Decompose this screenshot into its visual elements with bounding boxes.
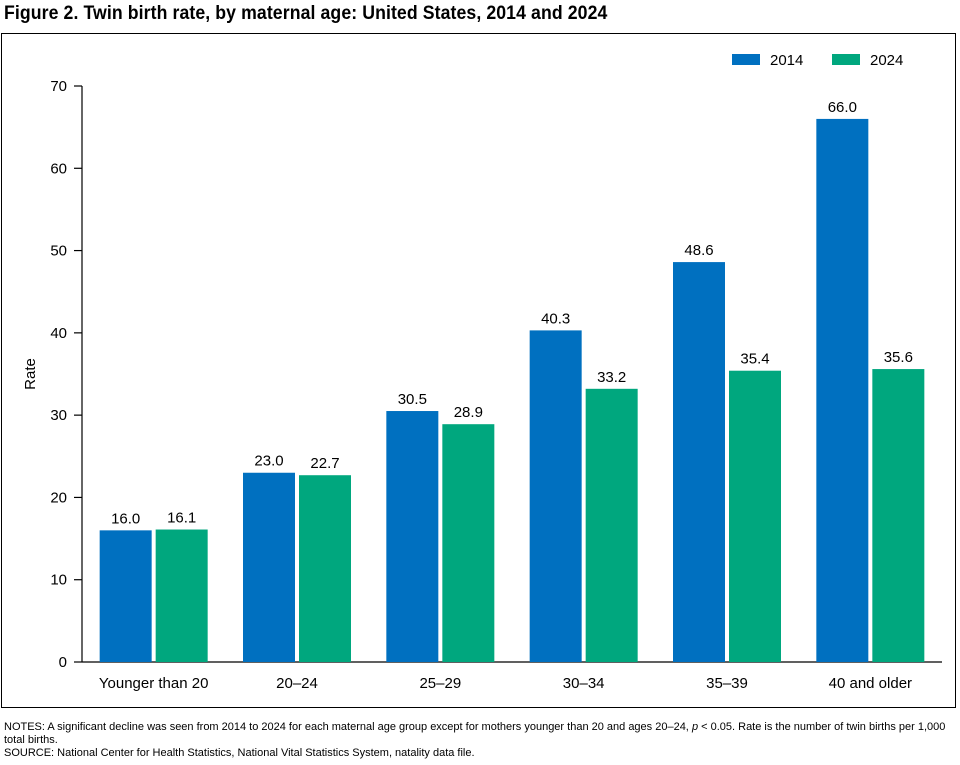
- legend-label-2024: 2024: [870, 52, 903, 69]
- bar-chart: 0 10 20 30 40 50 60 70 Rate 16.0 16.1 Younger than …: [22, 52, 942, 692]
- figure-title: Figure 2. Twin birth rate, by maternal a…: [4, 3, 608, 24]
- notes-suffix: < 0.05. Rate is the number of twin birth…: [4, 721, 946, 746]
- notes-p-symbol: p: [691, 721, 699, 733]
- bar-2014: [673, 262, 725, 662]
- bar-2024: [155, 529, 208, 662]
- x-category-label: 25–29: [419, 675, 461, 692]
- data-label-2024: 28.9: [454, 404, 483, 421]
- notes-section: NOTES: A significant decline was seen fr…: [4, 721, 954, 760]
- legend-swatch-2014: [732, 54, 760, 65]
- bar-2014: [243, 472, 295, 662]
- data-label-2014: 30.5: [398, 391, 427, 408]
- y-tick-label: 0: [59, 654, 67, 671]
- x-category-label: Younger than 20: [99, 675, 209, 692]
- notes-prefix: NOTES: A significant decline was seen fr…: [4, 721, 692, 733]
- x-category-label: 30–34: [563, 675, 605, 692]
- data-label-2014: 40.3: [541, 310, 570, 327]
- bar-2014: [386, 411, 439, 662]
- notes-text: NOTES: A significant decline was seen fr…: [4, 721, 954, 747]
- y-tick-label: 10: [50, 572, 67, 589]
- x-category-label: 35–39: [706, 675, 748, 692]
- chart-panel: 0 10 20 30 40 50 60 70 Rate 16.0 16.1 Younger than …: [1, 33, 956, 708]
- bar-2024: [872, 369, 925, 662]
- source-text: SOURCE: National Center for Health Stati…: [4, 747, 475, 759]
- y-tick-label: 50: [50, 243, 67, 260]
- data-label-2014: 23.0: [254, 453, 283, 470]
- y-axis-title: Rate: [22, 358, 39, 390]
- data-label-2024: 16.1: [167, 510, 196, 527]
- bar-2014: [529, 330, 582, 662]
- bar-2024: [442, 424, 495, 662]
- data-label-2014: 48.6: [684, 242, 713, 259]
- bar-2024: [585, 388, 638, 662]
- y-tick-label: 60: [50, 160, 67, 177]
- legend-swatch-2024: [832, 54, 860, 65]
- data-label-2014: 16.0: [111, 510, 140, 527]
- x-category-label: 40 and older: [829, 675, 912, 692]
- bar-2024: [299, 475, 351, 662]
- bar-2014: [816, 118, 869, 662]
- data-label-2024: 35.6: [884, 349, 913, 366]
- data-label-2024: 33.2: [597, 369, 626, 386]
- legend-label-2014: 2014: [770, 52, 803, 69]
- bar-2014: [99, 530, 152, 662]
- data-label-2024: 22.7: [310, 455, 339, 472]
- y-tick-label: 20: [50, 489, 67, 506]
- y-tick-label: 70: [50, 78, 67, 95]
- bar-2024: [729, 370, 781, 662]
- y-tick-label: 30: [50, 407, 67, 424]
- y-tick-label: 40: [50, 325, 67, 342]
- data-label-2014: 66.0: [828, 99, 857, 116]
- data-label-2024: 35.4: [740, 351, 769, 368]
- x-category-label: 20–24: [276, 675, 318, 692]
